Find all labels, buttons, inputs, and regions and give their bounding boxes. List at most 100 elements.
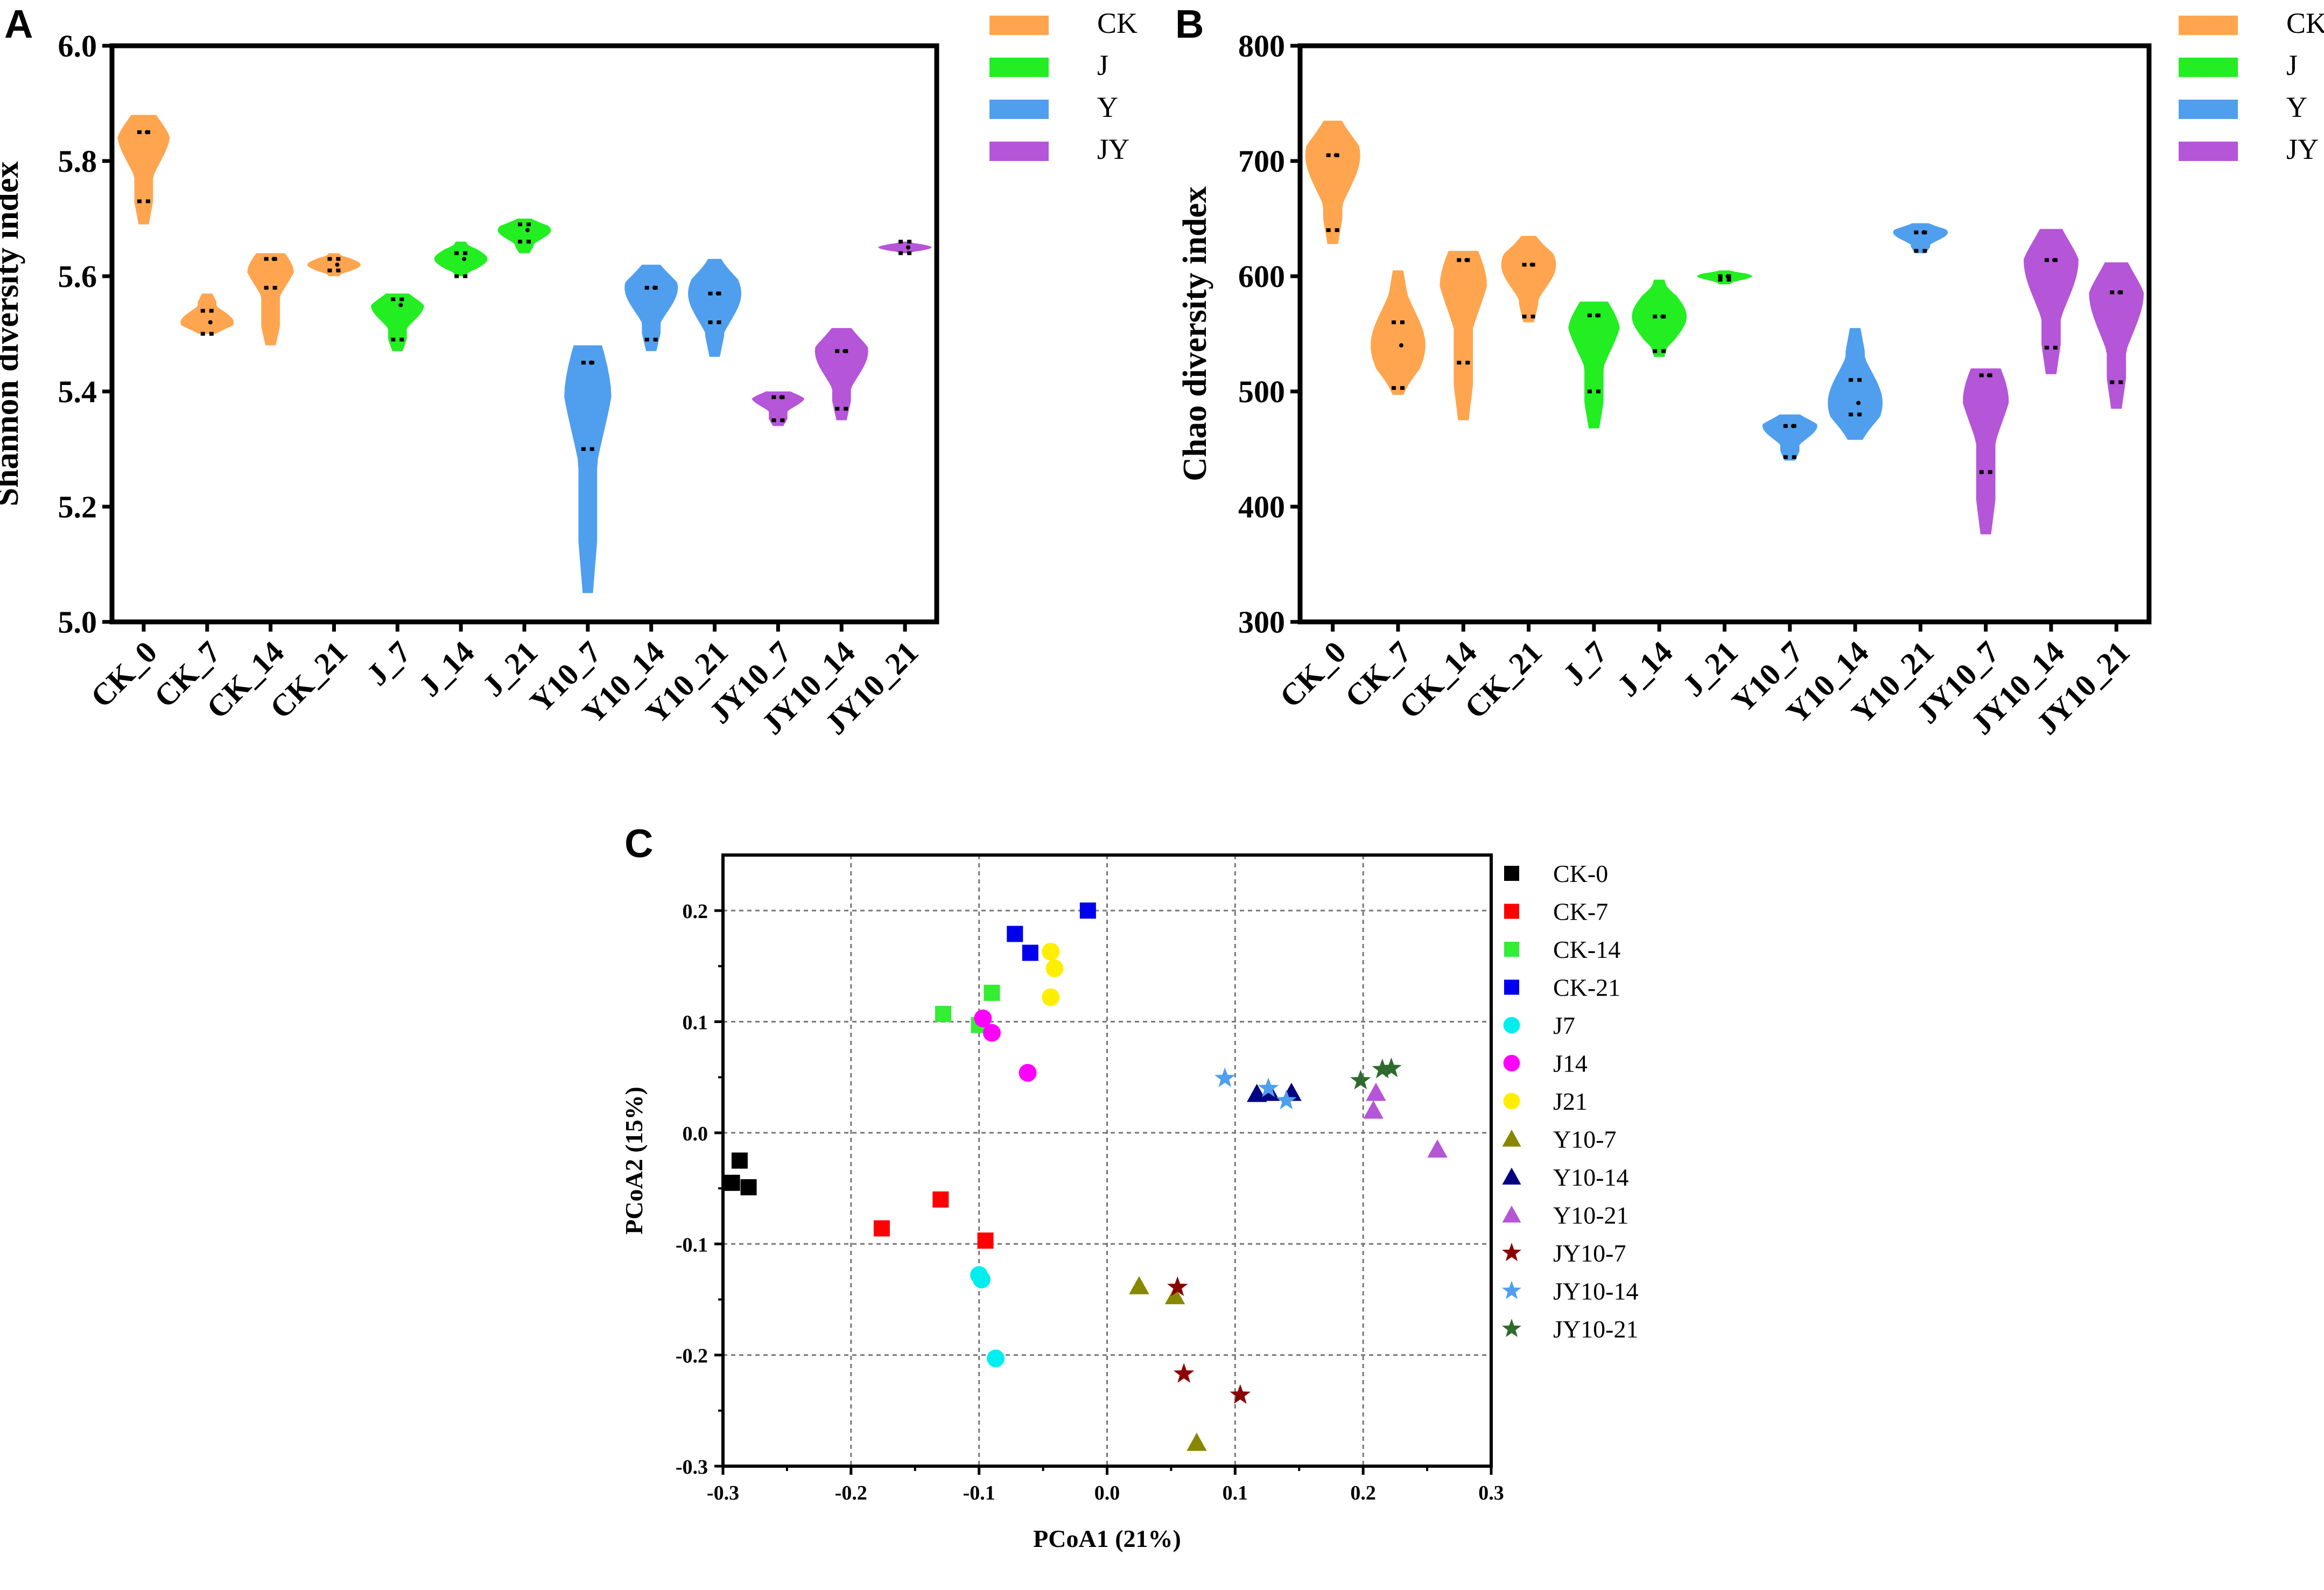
x-tick-label: -0.2 <box>835 1482 867 1504</box>
violin-CK_21 <box>1501 236 1556 323</box>
point-Y10-21 <box>1427 1139 1448 1158</box>
x-tick-label: -0.1 <box>963 1482 995 1504</box>
x-tick-label: CK_0 <box>1273 634 1352 714</box>
legend-label-Y10-14: Y10-14 <box>1553 1164 1629 1191</box>
point-CK-7 <box>932 1191 949 1208</box>
point-CK-14 <box>935 1006 952 1022</box>
median-dot <box>1399 343 1403 348</box>
legend-marker-Y10-14 <box>1502 1167 1521 1185</box>
point-J7 <box>987 1349 1005 1368</box>
violin-CK_0 <box>117 115 170 225</box>
point-Y10-21 <box>1366 1082 1386 1101</box>
legend-label-CK-21: CK-21 <box>1553 974 1620 1001</box>
point-CK-21 <box>1007 926 1023 942</box>
point-CK-21 <box>1079 902 1096 919</box>
y-tick-label: 5.8 <box>58 144 97 179</box>
violin-J_14 <box>1632 279 1687 357</box>
point-CK-7 <box>977 1232 994 1249</box>
y-axis-title: Chao diversity index <box>1177 186 1213 481</box>
legend-marker-CK-7 <box>1504 903 1519 919</box>
point-JY10-21 <box>1350 1069 1371 1090</box>
violin-CK_7 <box>180 293 234 334</box>
x-tick-label: 0.3 <box>1478 1482 1504 1504</box>
legend-marker-CK-14 <box>1504 942 1519 957</box>
violin-J_7 <box>1568 302 1620 429</box>
violin-CK_7 <box>1371 270 1426 395</box>
point-JY10-7 <box>1173 1363 1195 1383</box>
violin-JY10_14 <box>2024 229 2079 374</box>
legend-label-Y: Y <box>2286 91 2307 123</box>
point-JY10-14 <box>1276 1089 1297 1110</box>
y-tick-label: -0.3 <box>676 1456 708 1479</box>
violin-Y10_14 <box>1828 328 1883 440</box>
y-axis-title: PCoA2 (15%) <box>620 1087 648 1235</box>
median-dot <box>2052 258 2057 263</box>
violin-J_21 <box>1697 270 1752 284</box>
y-tick-label: 400 <box>1238 489 1285 524</box>
median-dot <box>208 320 213 325</box>
violin-Y10_7 <box>564 345 612 593</box>
x-tick-label: 0.1 <box>1223 1482 1248 1504</box>
legend-swatch-Y <box>2179 100 2238 119</box>
y-tick-label: -0.2 <box>676 1345 708 1368</box>
y-tick-label: 800 <box>1238 29 1285 64</box>
legend-label-CK-7: CK-7 <box>1553 898 1608 926</box>
point-Y10-7 <box>1129 1276 1149 1294</box>
median-dot <box>842 349 847 354</box>
y-tick-label: 0.1 <box>683 1012 708 1034</box>
violin-CK_14 <box>1440 250 1487 421</box>
median-dot <box>1333 153 1338 158</box>
legend-label-JY10-7: JY10-7 <box>1553 1239 1626 1267</box>
median-dot <box>906 245 911 250</box>
violin-J_7 <box>370 293 424 352</box>
median-dot <box>398 303 403 307</box>
violin-JY10_21 <box>2089 262 2144 409</box>
point-CK-7 <box>873 1220 890 1237</box>
median-dot <box>144 130 149 135</box>
violin-Y10_7 <box>1762 414 1817 461</box>
legend-swatch-Y <box>989 100 1049 119</box>
median-dot <box>1725 274 1730 278</box>
y-tick-label: -0.1 <box>676 1234 708 1256</box>
legend-marker-CK-0 <box>1504 866 1519 881</box>
legend-label-Y10-7: Y10-7 <box>1553 1126 1617 1153</box>
point-JY10-21 <box>1372 1059 1393 1078</box>
violin-CK_14 <box>247 253 294 346</box>
legend-label-JY10-21: JY10-21 <box>1553 1315 1638 1343</box>
legend-swatch-CK <box>2179 16 2238 35</box>
point-CK-21 <box>1022 944 1038 961</box>
median-dot <box>1529 262 1534 267</box>
x-tick-label: 0.2 <box>1350 1482 1376 1504</box>
legend-label-CK-0: CK-0 <box>1553 860 1608 887</box>
legend-marker-JY10-14 <box>1502 1280 1521 1299</box>
plot-frame <box>109 43 939 625</box>
point-Y10-21 <box>1363 1100 1384 1119</box>
legend-marker-JY10-21 <box>1502 1319 1521 1337</box>
point-CK-0 <box>724 1174 740 1191</box>
legend-marker-Y10-21 <box>1502 1206 1521 1223</box>
y-tick-label: 5.0 <box>58 605 97 640</box>
violin-Y10_14 <box>624 264 678 352</box>
median-dot <box>779 395 784 400</box>
legend-marker-JY10-7 <box>1502 1243 1521 1262</box>
median-dot <box>2117 290 2122 295</box>
legend-label-CK: CK <box>2286 7 2324 39</box>
legend-label-Y: Y <box>1097 91 1118 123</box>
y-tick-label: 5.2 <box>58 489 97 524</box>
violin-JY10_14 <box>815 328 868 421</box>
legend-swatch-JY <box>989 142 1049 161</box>
point-JY10-7 <box>1167 1276 1188 1297</box>
median-dot <box>525 228 530 233</box>
panel-letter: B <box>1175 2 1204 46</box>
median-dot <box>652 285 657 290</box>
legend-swatch-J <box>2179 58 2238 77</box>
violin-JY10_7 <box>1963 368 2009 535</box>
point-CK-0 <box>740 1179 757 1196</box>
legend-label-J: J <box>1097 49 1108 81</box>
legend-label-J7: J7 <box>1553 1012 1575 1039</box>
legend-label-JY10-14: JY10-14 <box>1553 1278 1638 1305</box>
violin-CK_21 <box>307 253 361 276</box>
y-tick-label: 700 <box>1238 144 1285 179</box>
